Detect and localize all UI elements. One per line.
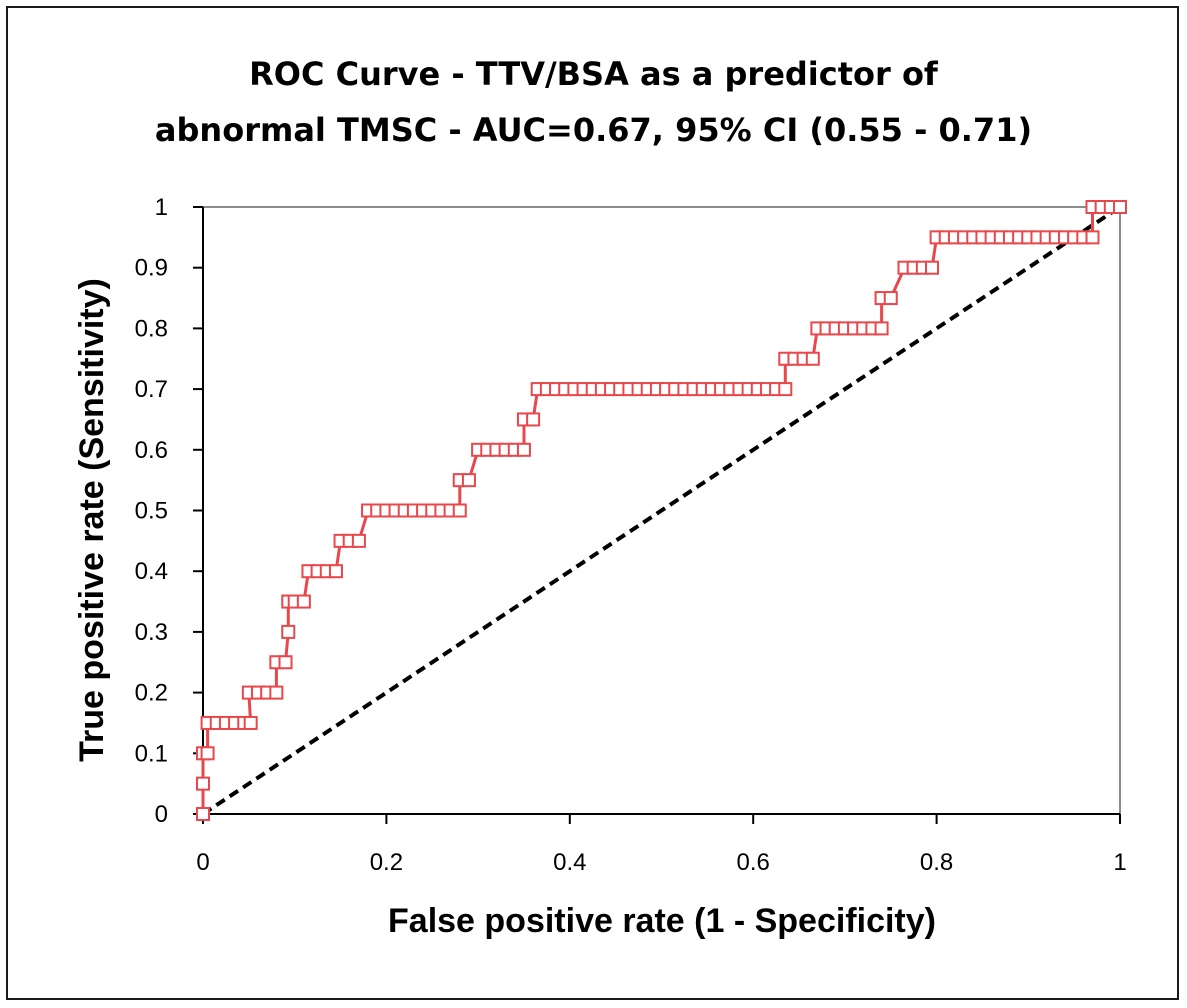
roc-point bbox=[883, 291, 898, 306]
x-tick-label: 0.8 bbox=[920, 849, 953, 876]
y-tick-labels: 0 0.1 0.2 0.3 0.4 0.5 0.6 0.7 0.8 0.9 1 bbox=[135, 194, 168, 828]
y-tick-label: 0.1 bbox=[135, 740, 168, 767]
chart-title-line-2: abnormal TMSC - AUC=0.67, 95% CI (0.55 -… bbox=[154, 111, 1033, 149]
x-tick-label: 0.6 bbox=[737, 849, 770, 876]
x-tick-label: 0 bbox=[196, 849, 209, 876]
x-tick-label: 0.2 bbox=[370, 849, 403, 876]
roc-point bbox=[1085, 230, 1100, 245]
y-tick-label: 0.7 bbox=[135, 376, 168, 403]
y-tick-label: 0.3 bbox=[135, 619, 168, 646]
y-tick-label: 0.2 bbox=[135, 680, 168, 707]
y-tick-label: 0 bbox=[155, 801, 168, 828]
roc-point bbox=[243, 715, 258, 730]
x-axis-title: False positive rate (1 - Specificity) bbox=[388, 902, 936, 940]
plot-axes bbox=[193, 206, 1121, 824]
roc-point bbox=[328, 564, 343, 579]
chart-title: ROC Curve - TTV/BSA as a predictor of ab… bbox=[0, 46, 1187, 158]
y-tick-label: 0.8 bbox=[135, 315, 168, 342]
chart-frame bbox=[6, 6, 1179, 1000]
y-tick-label: 0.9 bbox=[135, 255, 168, 282]
roc-point bbox=[351, 533, 366, 548]
x-tick-label: 1 bbox=[1113, 849, 1126, 876]
roc-point bbox=[526, 412, 541, 427]
y-axis-title: True positive rate (Sensitivity) bbox=[73, 278, 111, 762]
roc-point bbox=[278, 655, 293, 670]
y-tick-label: 0.4 bbox=[135, 558, 168, 585]
y-tick-label: 1 bbox=[155, 194, 168, 221]
roc-point bbox=[461, 473, 476, 488]
diagonal-line bbox=[201, 205, 1122, 816]
roc-point bbox=[200, 746, 215, 761]
roc-point bbox=[805, 351, 820, 366]
reference-diagonal bbox=[201, 205, 1122, 816]
roc-series bbox=[196, 200, 1127, 821]
roc-point bbox=[196, 776, 210, 791]
chart-title-line-1: ROC Curve - TTV/BSA as a predictor of bbox=[249, 55, 938, 93]
roc-point bbox=[296, 594, 311, 609]
roc-point bbox=[874, 321, 889, 336]
roc-point bbox=[778, 382, 793, 397]
roc-point bbox=[196, 807, 210, 821]
x-tick-label: 0.4 bbox=[553, 849, 586, 876]
roc-point bbox=[925, 260, 940, 275]
roc-point bbox=[1113, 200, 1127, 214]
roc-point bbox=[269, 685, 284, 700]
y-tick-label: 0.6 bbox=[135, 437, 168, 464]
roc-point bbox=[452, 503, 467, 518]
x-tick-labels: 0 0.2 0.4 0.6 0.8 1 bbox=[196, 849, 1126, 876]
y-tick-label: 0.5 bbox=[135, 498, 168, 525]
roc-point bbox=[516, 442, 531, 457]
roc-point bbox=[281, 624, 296, 639]
